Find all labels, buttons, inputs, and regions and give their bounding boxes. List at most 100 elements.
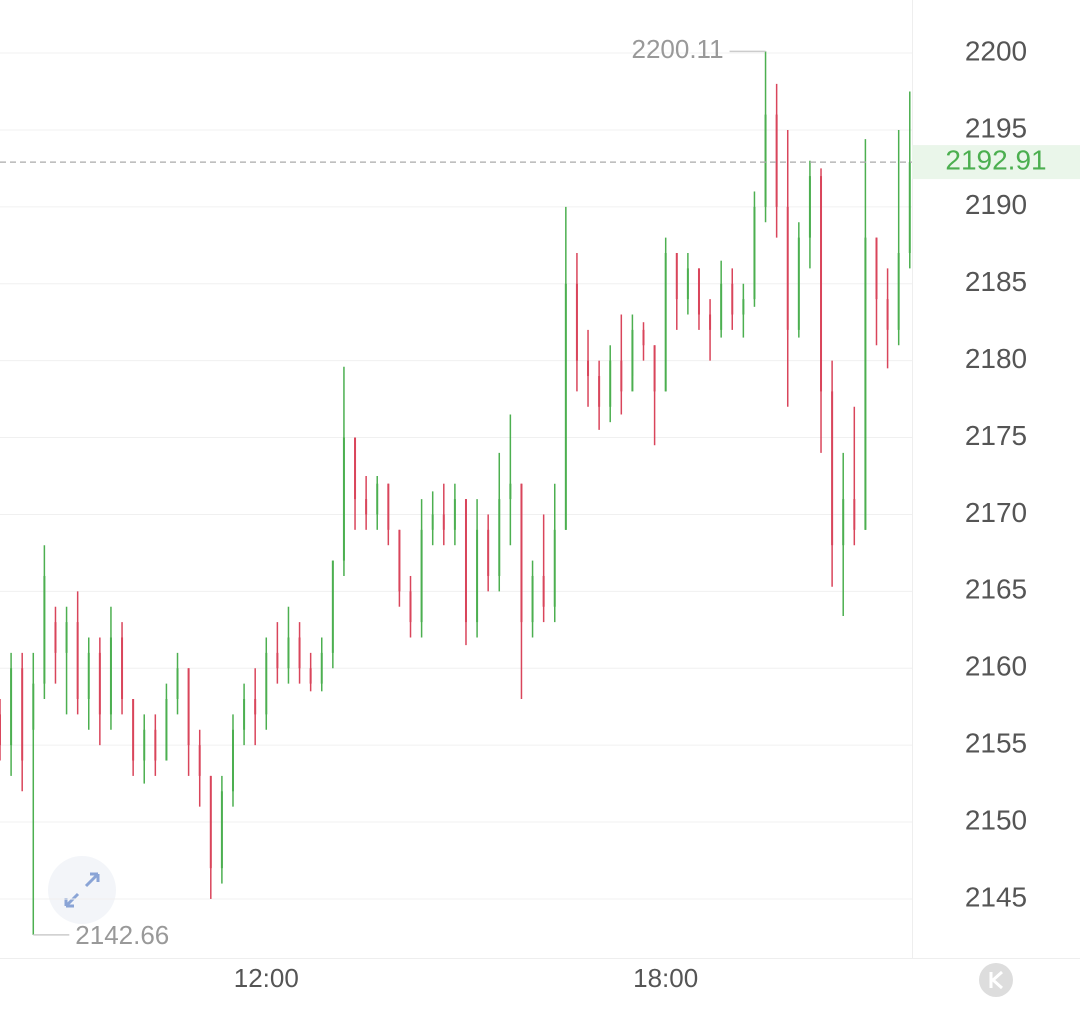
candle-body <box>109 637 112 715</box>
candle-body <box>176 668 179 700</box>
candle-body <box>575 283 578 361</box>
candle-body <box>675 252 678 300</box>
expand-button-bg[interactable] <box>48 856 116 924</box>
candle-body <box>686 268 689 300</box>
candle-body <box>498 499 501 576</box>
y-tick-label: 2155 <box>965 728 1027 759</box>
candle-body <box>320 652 323 684</box>
candle-body <box>531 575 534 623</box>
candle-body <box>220 791 223 869</box>
last-price-bg <box>912 145 1080 180</box>
candle-body <box>587 360 590 377</box>
x-axis-line <box>0 958 1080 959</box>
y-tick-label: 2195 <box>965 112 1027 143</box>
candle-body <box>897 252 900 330</box>
last-price-label: 2192.91 <box>945 144 1046 175</box>
candle-body <box>731 283 734 315</box>
candle-body <box>720 283 723 330</box>
candle-body <box>520 483 523 623</box>
candle-body <box>254 699 257 715</box>
expand-button[interactable] <box>48 856 116 924</box>
plot-border <box>912 0 913 958</box>
candle-body <box>342 437 345 561</box>
y-tick-label: 2145 <box>965 881 1027 912</box>
min-label: 2142.66 <box>75 920 169 950</box>
candle-body <box>132 699 135 761</box>
y-tick-label: 2200 <box>965 35 1027 66</box>
y-tick-label: 2150 <box>965 804 1027 835</box>
candle-body <box>154 729 157 761</box>
candle-body <box>65 622 68 653</box>
candle-body <box>287 637 290 669</box>
candle-body <box>243 699 246 730</box>
candle-body <box>198 745 201 776</box>
candle-body <box>886 299 889 330</box>
candle-body <box>908 162 911 253</box>
candle-body <box>21 668 24 761</box>
candle-body <box>265 652 268 715</box>
candle-body <box>875 237 878 300</box>
candle-body <box>376 483 379 515</box>
candle-body <box>420 529 423 623</box>
candle-body <box>331 560 334 653</box>
candle-body <box>98 652 101 715</box>
y-tick-label: 2180 <box>965 343 1027 374</box>
candle-body <box>709 314 712 330</box>
candle-body <box>298 637 301 669</box>
candle-body <box>775 114 778 207</box>
candle-body <box>831 391 834 546</box>
k-button[interactable] <box>979 963 1013 997</box>
candle-body <box>143 729 146 761</box>
candle-body <box>10 668 13 746</box>
candle-body <box>76 622 79 700</box>
x-tick-label: 18:00 <box>633 963 698 993</box>
candle-body <box>542 575 545 607</box>
candle-body <box>87 652 90 700</box>
candle-body <box>0 714 1 746</box>
candle-body <box>853 499 856 530</box>
candle-body <box>509 483 512 500</box>
candle-body <box>742 299 745 315</box>
k-icon[interactable] <box>989 970 1003 990</box>
candle-body <box>764 114 767 207</box>
candle-body <box>209 775 212 869</box>
candle-body <box>598 376 601 407</box>
candle-body <box>187 668 190 746</box>
candle-body <box>409 591 412 623</box>
candle-body <box>165 699 168 761</box>
candle-body <box>464 499 467 623</box>
candle-body <box>653 345 656 392</box>
candle-body <box>864 237 867 530</box>
candle-body <box>398 529 401 592</box>
y-tick-label: 2160 <box>965 651 1027 682</box>
candle-body <box>476 529 479 623</box>
k-button-bg[interactable] <box>979 963 1013 997</box>
y-tick-label: 2190 <box>965 189 1027 220</box>
candle-body <box>786 206 789 330</box>
candle-body <box>121 637 124 700</box>
candle-body <box>820 176 823 392</box>
candle-body <box>387 483 390 530</box>
max-label: 2200.11 <box>631 34 723 64</box>
candle-body <box>697 268 700 315</box>
y-tick-label: 2185 <box>965 266 1027 297</box>
candle-body <box>642 329 645 346</box>
y-tick-label: 2170 <box>965 497 1027 528</box>
candle-body <box>309 668 312 684</box>
candle-body <box>487 529 490 576</box>
candle-body <box>231 729 234 792</box>
y-tick-label: 2165 <box>965 574 1027 605</box>
candle-body <box>442 514 445 530</box>
candle-body <box>564 283 567 530</box>
candle-body <box>354 437 357 500</box>
candle-body <box>631 329 634 392</box>
candle-body <box>431 514 434 530</box>
y-tick-label: 2175 <box>965 420 1027 451</box>
candle-body <box>664 252 667 392</box>
candle-body <box>276 652 279 669</box>
candle-body <box>808 176 811 238</box>
expand-icon[interactable] <box>64 872 100 908</box>
candle-body <box>54 622 57 653</box>
candle-body <box>753 206 756 300</box>
